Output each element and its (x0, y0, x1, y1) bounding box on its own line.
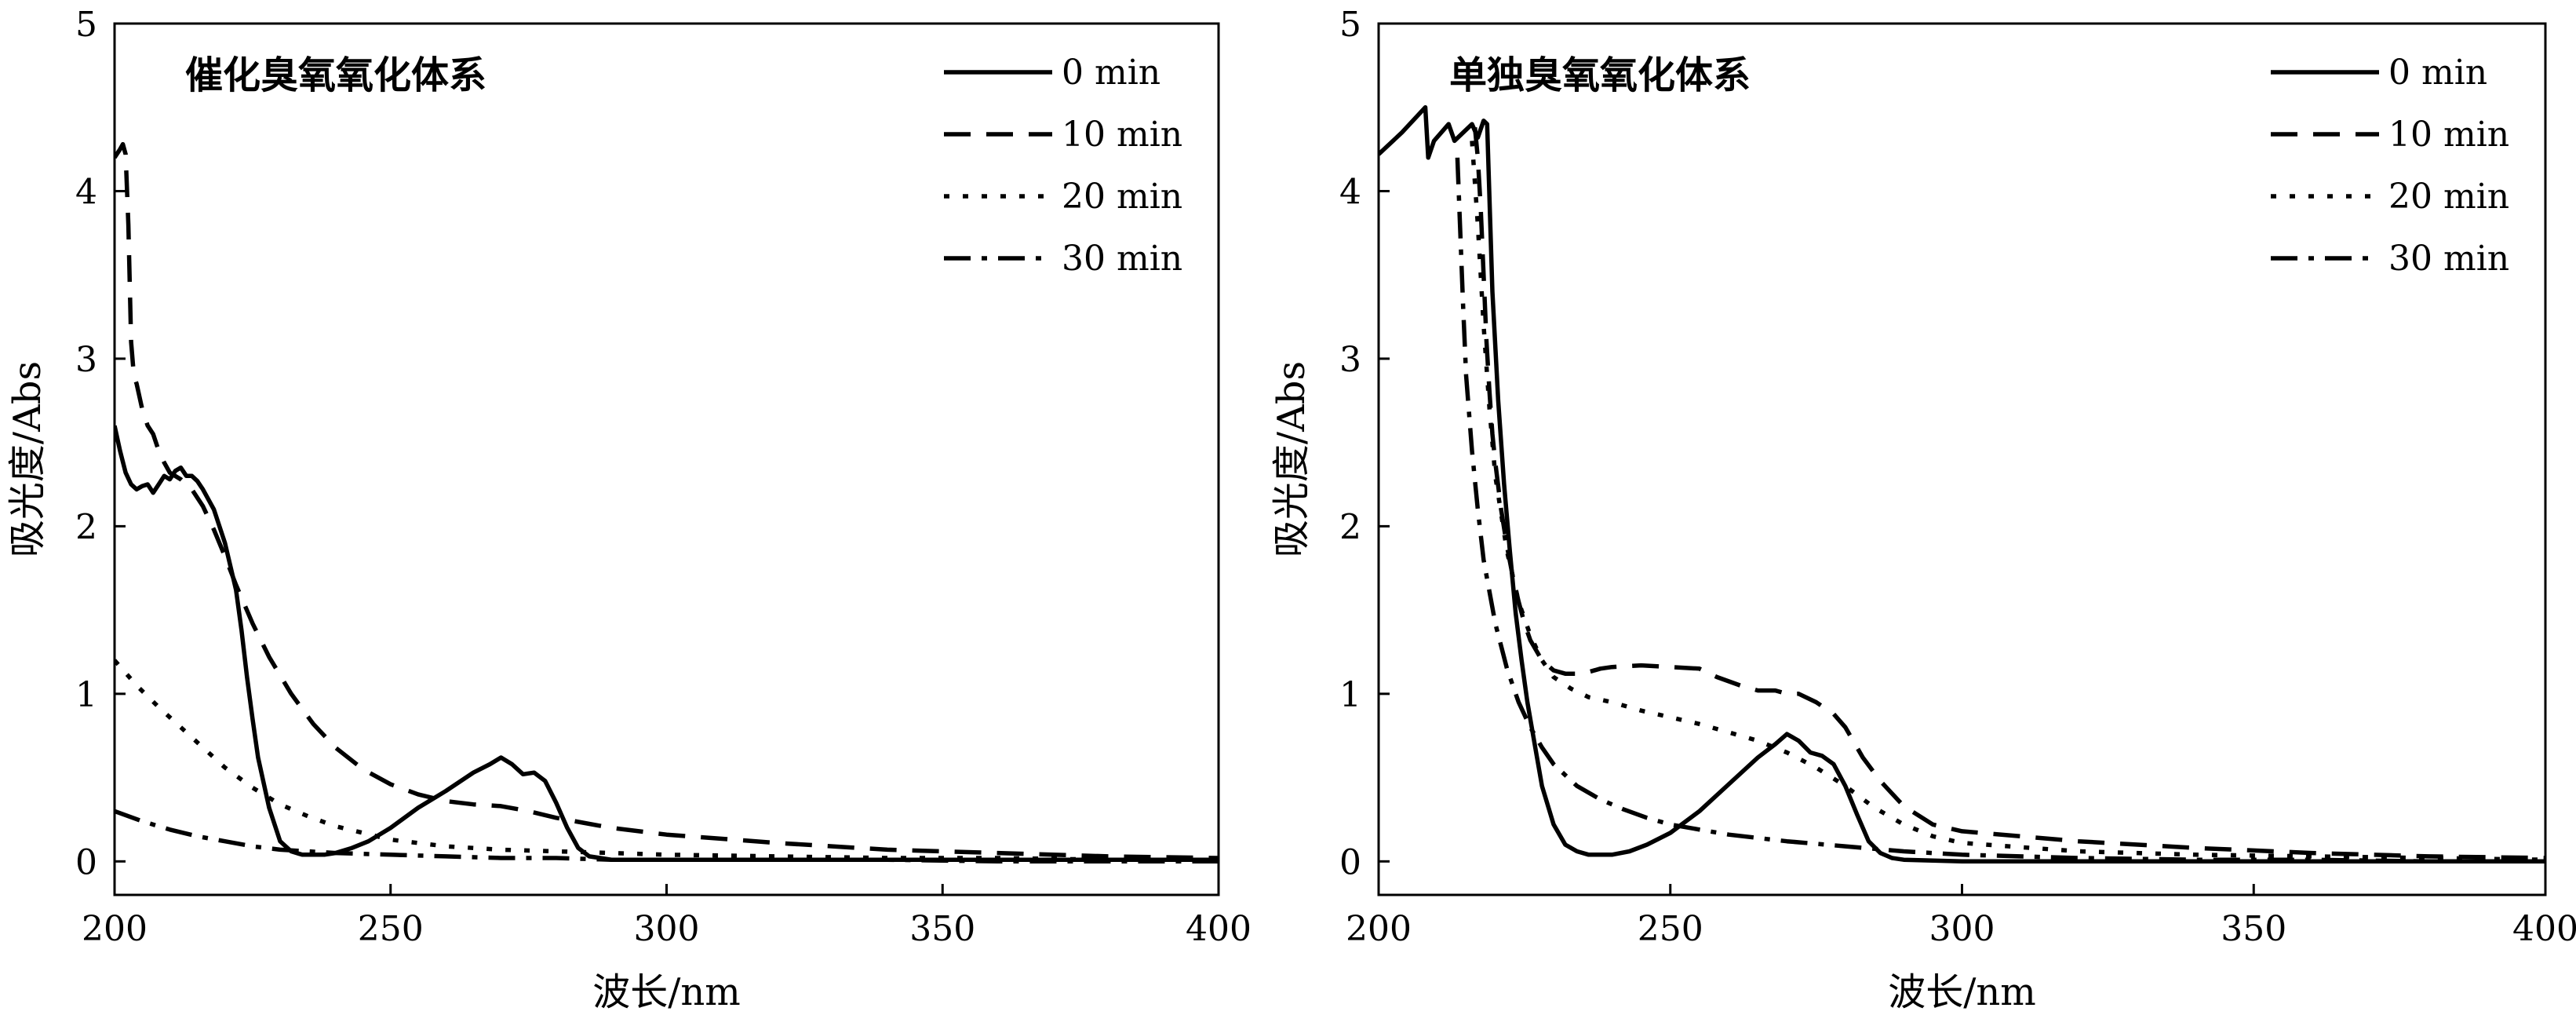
legend: 0 min 10 min 20 min 30 min (2271, 53, 2509, 279)
y-axis-label: 吸光度/Abs (1270, 361, 1314, 557)
y-tick-label: 4 (75, 172, 97, 212)
y-tick-label: 5 (75, 5, 97, 45)
y-tick-label: 0 (1339, 842, 1361, 882)
y-tick-label: 2 (1339, 507, 1361, 547)
x-tick-label: 250 (358, 909, 424, 949)
axis-ticks: 200 250 300 350 400 0 1 2 3 4 5 (75, 5, 1252, 949)
y-tick-label: 3 (1339, 340, 1361, 380)
series-line-0-min (115, 425, 1219, 862)
x-tick-label: 400 (2512, 909, 2576, 949)
y-tick-label: 1 (1339, 675, 1361, 715)
y-tick-label: 4 (1339, 172, 1361, 212)
legend-label: 0 min (2388, 53, 2487, 93)
plot-frame (113, 22, 1220, 896)
series-line-10-min (115, 141, 1219, 860)
y-tick-label: 0 (75, 842, 97, 882)
series-line-10-min (1472, 127, 2545, 860)
legend-label: 30 min (1062, 239, 1182, 279)
y-axis-label: 吸光度/Abs (5, 361, 49, 557)
x-tick-label: 250 (1638, 909, 1703, 949)
panel-title: 催化臭氧氧化体系 (185, 53, 486, 97)
panel-title: 单独臭氧氧化体系 (1449, 53, 1751, 97)
x-axis-label: 波长/nm (592, 970, 741, 1014)
legend: 0 min 10 min 20 min 30 min (944, 53, 1182, 279)
series-line-0-min (1379, 104, 2545, 864)
series-line-30-min (115, 809, 1219, 864)
x-tick-label: 200 (1346, 909, 1412, 949)
series-line-20-min (115, 659, 1219, 862)
legend-label: 20 min (2388, 177, 2509, 217)
y-tick-label: 1 (75, 675, 97, 715)
y-tick-label: 5 (1339, 5, 1361, 45)
series-line-20-min (1470, 141, 2545, 862)
legend-label: 0 min (1062, 53, 1160, 93)
legend-label: 10 min (2388, 115, 2509, 155)
axis-ticks: 200 250 300 350 400 0 1 2 3 4 5 (1339, 5, 2576, 949)
x-tick-label: 350 (909, 909, 975, 949)
right-chart-panel: 单独臭氧氧化体系 波长/nm 吸光度/Abs 200 250 300 350 400 0 1… (1270, 5, 2576, 1014)
x-tick-label: 350 (2221, 909, 2286, 949)
y-tick-label: 3 (75, 340, 97, 380)
series-group (1379, 104, 2545, 864)
y-tick-label: 2 (75, 507, 97, 547)
left-chart-panel: 催化臭氧氧化体系 波长/nm 吸光度/Abs 200 250 300 350 400 0 1… (5, 5, 1252, 1014)
legend-label: 30 min (2388, 239, 2509, 279)
series-group (115, 141, 1219, 864)
x-tick-label: 200 (82, 909, 148, 949)
legend-label: 20 min (1062, 177, 1182, 217)
x-tick-label: 300 (634, 909, 700, 949)
x-axis-label: 波长/nm (1888, 970, 2036, 1014)
x-tick-label: 400 (1186, 909, 1252, 949)
series-line-30-min (1455, 157, 2545, 864)
x-tick-label: 300 (1929, 909, 1995, 949)
legend-label: 10 min (1062, 115, 1182, 155)
